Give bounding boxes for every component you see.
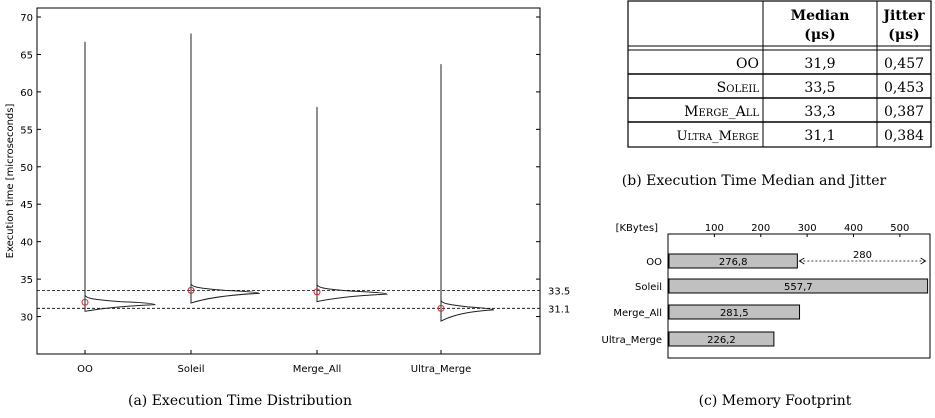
violin-shape: [316, 106, 388, 303]
row-median-ultra-merge: 31,1: [804, 128, 835, 144]
row-median-merge-all: 33,3: [804, 104, 835, 120]
bar-oo: [668, 253, 798, 269]
x-tick-label-soleil: Soleil: [178, 364, 205, 375]
caption-a: (a) Execution Time Distribution: [128, 393, 352, 409]
x-tick-label: 100: [705, 223, 724, 234]
x-tick-label: 500: [890, 223, 909, 234]
x-tick-label-merge-all: Merge_All: [293, 364, 342, 375]
row-median-oo: 31,9: [804, 56, 835, 72]
violin-soleil: [187, 33, 260, 304]
row-name-soleil: Soleil: [717, 80, 760, 96]
x-tick-label: 200: [751, 223, 770, 234]
plot-frame: [36, 7, 541, 355]
bar-category-merge-all: Merge_All: [613, 308, 662, 319]
y-tick-label: 70: [20, 13, 33, 24]
y-axis: 30 35 40 45 50 55 60 65 70: [20, 13, 540, 324]
median-jitter-table: Median (μs) Jitter (μs) OO 31,9 0,457 So…: [622, 0, 932, 189]
bar-plot-frame: [667, 233, 931, 359]
bar-value-label: 276,8: [719, 257, 748, 268]
header-median: Median: [791, 8, 850, 24]
bars: OO 276,8 Soleil 557,7 Merge_All 281,5 Ultra_Me…: [602, 253, 929, 347]
bar-soleil: [668, 278, 929, 294]
row-jitter-merge-all: 0,387: [884, 104, 924, 120]
header-jitter-unit: (μs): [888, 27, 919, 43]
caption-c: (c) Memory Footprint: [699, 393, 852, 409]
memory-bar-chart: [KBytes] 100 200 300 400 500 OO 276,8 Soleil 55…: [602, 223, 931, 409]
median-marker: [313, 288, 321, 296]
bar-category-soleil: Soleil: [635, 282, 662, 293]
arrow-right-icon: [920, 257, 927, 265]
median-marker: [81, 298, 89, 306]
row-jitter-soleil: 0,453: [884, 80, 924, 96]
row-name-merge-all: Merge_All: [684, 104, 759, 120]
row-jitter-ultra-merge: 0,384: [884, 128, 924, 144]
violin-oo: [81, 41, 156, 312]
arrow-left-icon: [798, 257, 805, 265]
bar-merge-all: [668, 304, 801, 320]
unit-label: [KBytes]: [616, 223, 659, 234]
row-name-oo: OO: [736, 56, 759, 72]
bar-value-label: 281,5: [720, 308, 749, 319]
x-tick-label-ultra-merge: Ultra_Merge: [411, 364, 471, 375]
violin-shape: [440, 64, 495, 322]
y-tick-label: 40: [20, 238, 33, 249]
row-name-ultra-merge: Ultra_Merge: [677, 129, 759, 144]
reference-label-31-1: 31.1: [548, 304, 570, 315]
reference-lines: 33.5 31.1: [37, 286, 570, 315]
bar-category-ultra-merge: Ultra_Merge: [602, 335, 662, 346]
row-median-soleil: 33,5: [804, 80, 835, 96]
violins: [81, 33, 495, 322]
violin-ultra-merge: [437, 64, 495, 322]
y-tick-label: 60: [20, 88, 33, 99]
y-tick-label: 50: [20, 163, 33, 174]
y-tick-label: 65: [20, 50, 33, 61]
violin-shape: [190, 33, 260, 304]
x-axis: OO Soleil Merge_All Ultra_Merge: [77, 350, 471, 375]
header-jitter: Jitter: [881, 8, 925, 24]
bar-category-oo: OO: [646, 257, 662, 268]
x-tick-label-oo: OO: [77, 364, 93, 375]
y-tick-label: 55: [20, 125, 33, 136]
row-jitter-oo: 0,457: [884, 56, 924, 72]
y-tick-label: 30: [20, 313, 33, 324]
y-tick-label: 45: [20, 200, 33, 211]
caption-b: (b) Execution Time Median and Jitter: [622, 173, 887, 189]
median-marker: [187, 286, 195, 294]
median-marker: [437, 304, 445, 312]
reference-label-33-5: 33.5: [548, 286, 570, 297]
header-median-unit: (μs): [804, 27, 835, 43]
violin-chart: 30 35 40 45 50 55 60 65 70 Execution time [micro…: [5, 7, 570, 409]
x-tick-label: 300: [798, 223, 817, 234]
y-axis-label: Execution time [microseconds]: [5, 104, 16, 259]
bar-ultra-merge: [668, 331, 775, 347]
violin-merge-all: [313, 106, 388, 303]
x-tick-label: 400: [844, 223, 863, 234]
bar-value-label: 226,2: [707, 335, 736, 346]
violin-shape: [84, 41, 156, 312]
x-axis: 100 200 300 400 500: [705, 223, 909, 237]
y-tick-label: 35: [20, 275, 33, 286]
bar-value-label: 557,7: [784, 282, 813, 293]
annotation-label: 280: [853, 250, 872, 261]
difference-annotation: 280: [798, 250, 927, 265]
